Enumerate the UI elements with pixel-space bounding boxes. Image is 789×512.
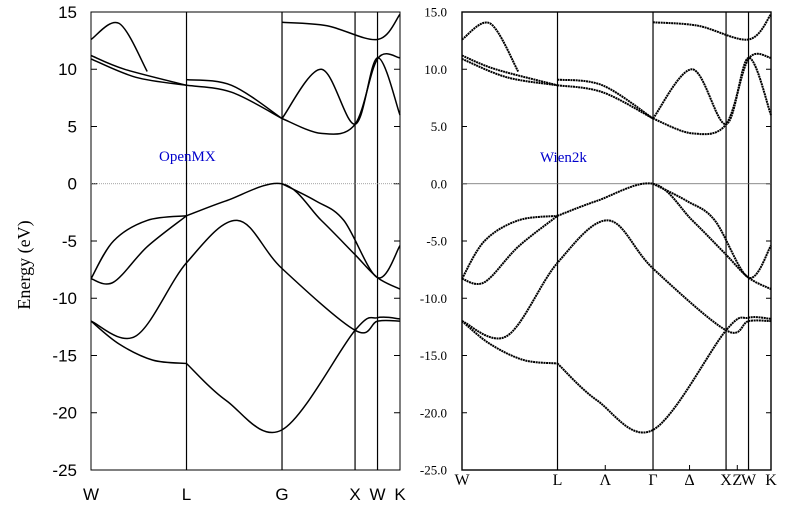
y-tick-label: 15: [58, 3, 77, 22]
band-line: [461, 57, 558, 87]
band-line: [557, 78, 654, 120]
y-tick-label: -10.0: [420, 291, 447, 306]
kpoint-label: K: [765, 472, 777, 489]
y-tick-label: 0: [68, 175, 77, 194]
y-tick-label: -15: [52, 346, 77, 365]
band-line: [461, 54, 558, 87]
openmx-plot-frame: [90, 11, 401, 471]
kpoint-label: G: [275, 485, 288, 504]
kpoint-label: Z: [732, 472, 742, 489]
y-tick-label: -25: [52, 461, 77, 480]
y-tick-label: 5.0: [431, 119, 447, 134]
kpoint-label: W: [741, 472, 757, 489]
kpoint-label: L: [553, 472, 563, 489]
band-line: [186, 78, 283, 120]
band-line: [90, 58, 187, 87]
band-line: [556, 316, 772, 434]
openmx-label: OpenMX: [159, 149, 216, 165]
wien2k-bands: [461, 13, 772, 434]
y-tick-label: 10.0: [424, 62, 447, 77]
band-line: [90, 219, 401, 340]
wien2k-label: Wien2k: [540, 150, 587, 166]
band-line: [281, 183, 401, 279]
wien2k-kpoint-lines: [556, 12, 750, 470]
kpoint-label: X: [720, 472, 732, 489]
band-line: [281, 53, 401, 135]
band-line: [557, 182, 772, 291]
kpoint-label: Λ: [599, 472, 611, 489]
kpoint-label: W: [370, 485, 386, 504]
y-tick-label: -5: [62, 232, 77, 251]
y-tick-label: -20: [52, 404, 77, 423]
openmx-bands: [90, 13, 401, 434]
band-line: [652, 52, 772, 136]
wien2k-band-panel: 15.0 10.0 5.0 0.0 -5.0 -10.0 -15.0 -20.0 -25.0 W…: [420, 5, 777, 489]
y-tick-label: 10: [58, 60, 77, 79]
band-line: [461, 215, 559, 286]
band-line: [90, 21, 148, 72]
y-tick-label: -25.0: [420, 463, 447, 478]
y-tick-label: -20.0: [420, 405, 447, 420]
band-line: [186, 182, 401, 290]
y-tick-label: -5.0: [426, 234, 447, 249]
kpoint-label: X: [349, 485, 360, 504]
wien2k-y-ticks: 15.0 10.0 5.0 0.0 -5.0 -10.0 -15.0 -20.0 -25.0: [420, 5, 771, 478]
kpoint-label: K: [394, 485, 406, 504]
y-tick-label: 5: [68, 117, 77, 136]
band-line: [90, 215, 187, 280]
band-line: [461, 21, 520, 73]
band-line: [461, 214, 558, 280]
band-line: [90, 320, 187, 365]
openmx-y-ticks: 15 10 5 0 -5 -10 -15 -20 -25: [52, 3, 400, 480]
y-tick-label: -15.0: [420, 348, 447, 363]
band-line: [185, 316, 401, 434]
kpoint-label: Δ: [684, 472, 694, 489]
band-line: [461, 320, 558, 365]
energy-axis-label: Energy (eV): [14, 220, 35, 309]
kpoint-label: Γ: [648, 472, 657, 489]
kpoint-label: W: [454, 472, 470, 489]
band-line: [90, 54, 187, 87]
band-line: [461, 219, 772, 340]
band-line: [186, 84, 283, 120]
kpoint-label: W: [83, 485, 99, 504]
wien2k-plot-frame: [461, 11, 772, 471]
y-tick-label: 0.0: [431, 176, 447, 191]
band-line: [652, 56, 772, 126]
openmx-ylabel-group: Energy (eV): [14, 220, 35, 309]
y-tick-label: 15.0: [424, 5, 447, 20]
band-line: [652, 182, 772, 279]
band-line: [281, 13, 401, 41]
band-line: [281, 57, 401, 125]
y-tick-label: -10: [52, 289, 77, 308]
kpoint-label: L: [182, 485, 191, 504]
wien2k-k-labels: W L Λ Γ Δ X ZW K: [454, 465, 777, 489]
band-line: [90, 215, 187, 285]
band-line: [652, 13, 772, 41]
band-line: [557, 84, 654, 120]
